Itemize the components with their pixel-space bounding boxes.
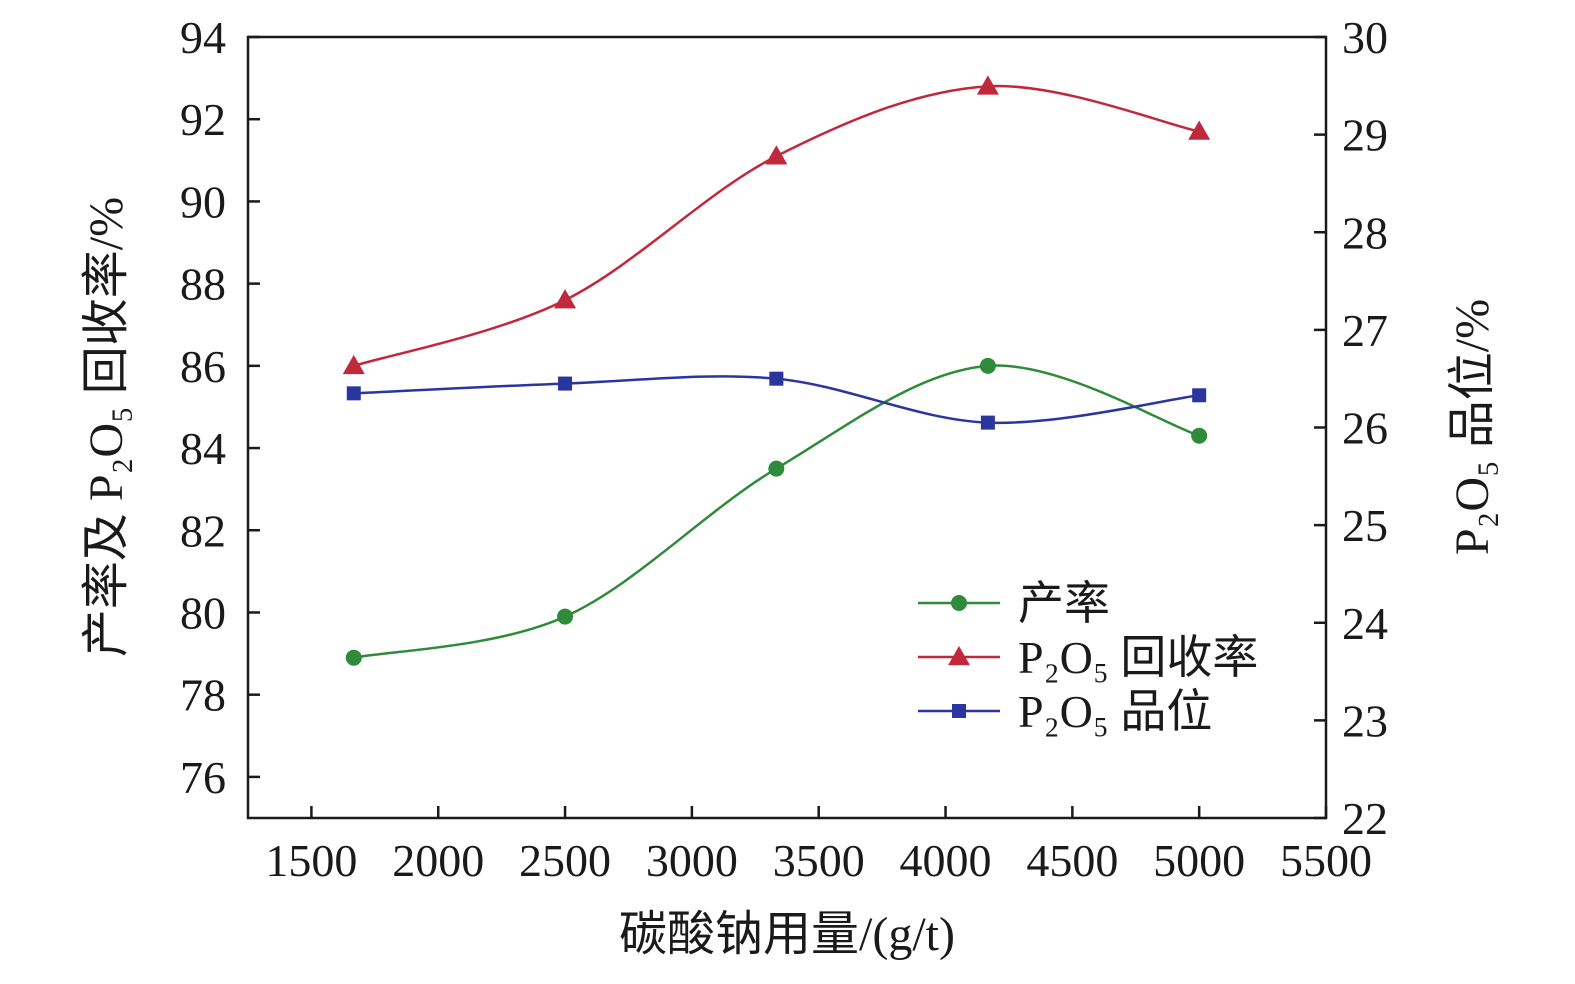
y-right-tick-label: 24 (1342, 598, 1388, 649)
data-point-recovery (342, 354, 365, 375)
data-point-yield (557, 608, 574, 625)
y-right-tick-label: 26 (1342, 403, 1388, 454)
data-point-yield (1191, 427, 1208, 444)
y-left-tick-label: 80 (180, 587, 226, 638)
legend-label: P₂O₅ 品位 (1018, 686, 1212, 737)
legend-swatch-marker (952, 704, 966, 718)
legend-item-recovery: P₂O₅ 回收率 (918, 632, 1258, 683)
y-right-tick-label: 29 (1342, 110, 1388, 161)
y-right-tick-label: 22 (1342, 793, 1388, 844)
x-tick-label: 2000 (392, 835, 484, 886)
right-axis-ticks: 22 23 24 25 26 27 28 29 30 (1314, 12, 1388, 844)
legend-label: 产率 (1018, 578, 1110, 629)
data-point-recovery (765, 145, 788, 165)
x-tick-label: 4500 (1026, 835, 1118, 886)
left-axis-ticks: 76 78 80 82 84 86 88 90 92 94 (180, 12, 260, 803)
y-right-tick-label: 28 (1342, 207, 1388, 258)
x-tick-label: 1500 (265, 835, 357, 886)
y-left-tick-label: 76 (180, 752, 226, 803)
y-axis-left-title: 产率及 P₂O₅ 回收率/% (80, 197, 133, 657)
y-right-tick-label: 27 (1342, 305, 1388, 356)
data-point-grade (346, 386, 361, 401)
y-axis-right-title: P₂O₅ 品位/% (1446, 299, 1499, 555)
x-tick-label: 5500 (1280, 835, 1372, 886)
data-point-grade (769, 371, 784, 386)
y-left-tick-label: 78 (180, 670, 226, 721)
x-tick-label: 3500 (773, 835, 865, 886)
y-left-tick-label: 88 (180, 259, 226, 310)
series-line-recovery (353, 84, 1200, 368)
legend-swatch-marker (951, 595, 967, 611)
x-tick-label: 4000 (900, 835, 992, 886)
y-left-tick-label: 86 (180, 341, 226, 392)
legend-item-yield: 产率 (918, 578, 1110, 629)
y-left-tick-label: 84 (180, 423, 226, 474)
legend-swatch-marker (948, 646, 970, 666)
y-left-tick-label: 94 (180, 12, 226, 63)
x-axis-ticks: 1500 2000 2500 3000 3500 4000 4500 5000 5500 (265, 806, 1372, 886)
series-yield (345, 357, 1208, 666)
series-recovery (342, 75, 1211, 375)
y-left-tick-label: 82 (180, 505, 226, 556)
data-point-grade (558, 376, 573, 391)
legend-label: P₂O₅ 回收率 (1018, 632, 1258, 683)
data-point-recovery (1188, 120, 1211, 140)
series-grade (346, 371, 1207, 430)
data-point-yield (979, 357, 996, 374)
data-point-yield (768, 460, 785, 477)
data-point-recovery (976, 75, 999, 95)
x-tick-label: 5000 (1153, 835, 1245, 886)
y-right-tick-label: 30 (1342, 12, 1388, 63)
y-right-tick-label: 25 (1342, 500, 1388, 551)
x-axis-title: 碳酸钠用量/(g/t) (619, 908, 955, 961)
data-point-grade (980, 415, 995, 430)
data-point-recovery (554, 289, 577, 309)
data-point-grade (1192, 388, 1207, 403)
y-left-tick-label: 92 (180, 94, 226, 145)
y-right-tick-label: 23 (1342, 695, 1388, 746)
series-layer (342, 75, 1211, 666)
data-point-yield (345, 649, 362, 666)
x-tick-label: 3000 (646, 835, 738, 886)
legend-item-grade: P₂O₅ 品位 (918, 686, 1212, 737)
y-left-tick-label: 90 (180, 176, 226, 227)
x-tick-label: 2500 (519, 835, 611, 886)
